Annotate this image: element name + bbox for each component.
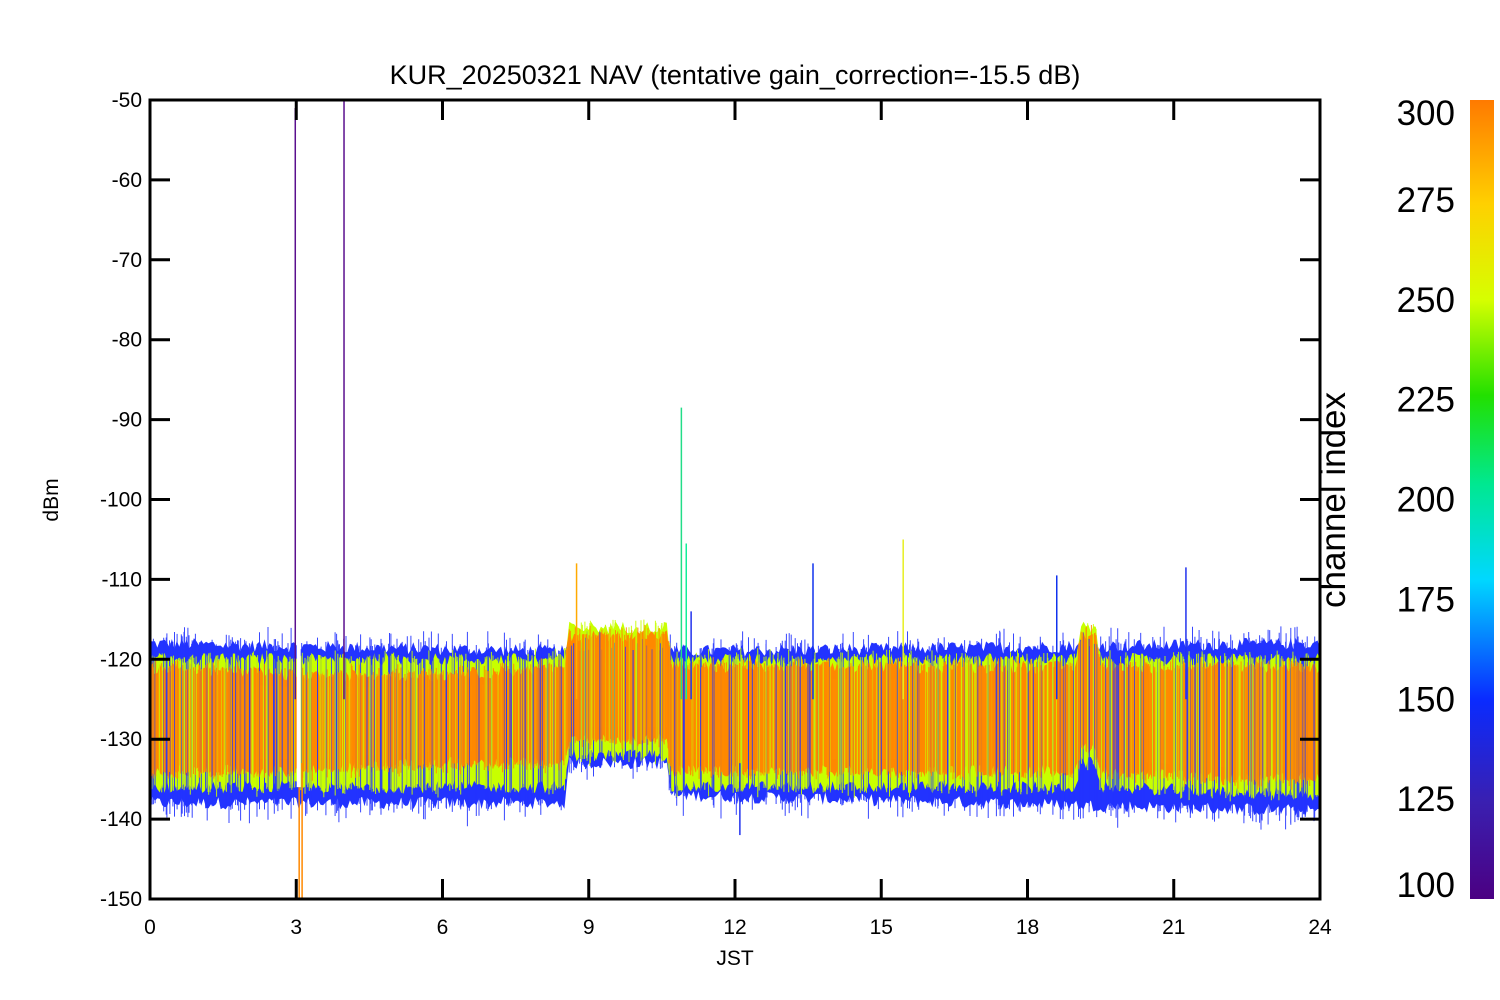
x-tick-label-18: 18 xyxy=(1016,916,1039,939)
x-tick-label-21: 21 xyxy=(1162,916,1185,939)
colorbar-tick-100: 100 xyxy=(1397,866,1455,905)
colorbar-tick-150: 150 xyxy=(1397,680,1455,719)
y-tick-label--100: -100 xyxy=(100,489,142,512)
colorbar-tick-175: 175 xyxy=(1397,580,1455,619)
colorbar-tick-225: 225 xyxy=(1397,381,1455,420)
colorbar-label: channel index xyxy=(1314,392,1353,608)
x-axis: 0 3 6 9 12 15 18 21 24 xyxy=(144,100,1332,939)
noise-traces xyxy=(149,619,1320,830)
x-tick-label-6: 6 xyxy=(437,916,449,939)
colorbar-tick-200: 200 xyxy=(1397,481,1455,520)
x-tick-label-9: 9 xyxy=(583,916,595,939)
colorbar: 300 275 250 225 200 175 150 125 100 channel inde… xyxy=(1314,94,1494,905)
x-tick-label-12: 12 xyxy=(723,916,746,939)
y-tick-label--110: -110 xyxy=(102,568,142,591)
y-tick-label--80: -80 xyxy=(112,329,142,352)
y-tick-label--130: -130 xyxy=(100,728,142,751)
colorbar-tick-125: 125 xyxy=(1397,780,1455,819)
y-axis: -50 -60 -70 -80 -90 -100 -110 -120 -130 -140 -150 xyxy=(100,89,1320,911)
colorbar-tick-250: 250 xyxy=(1397,281,1455,320)
colorbar-tick-275: 275 xyxy=(1397,181,1455,220)
plot-area xyxy=(149,100,1321,899)
x-tick-label-24: 24 xyxy=(1308,916,1332,939)
data-gap xyxy=(296,627,301,788)
x-tick-label-3: 3 xyxy=(290,916,302,939)
y-tick-label--150: -150 xyxy=(100,888,142,911)
y-axis-label: dBm xyxy=(40,478,63,521)
x-tick-label-0: 0 xyxy=(144,916,156,939)
y-tick-label--120: -120 xyxy=(100,648,142,671)
colorbar-tick-300: 300 xyxy=(1397,94,1455,133)
noise-0 xyxy=(151,624,1320,790)
y-tick-label--60: -60 xyxy=(112,169,142,192)
chart-title: KUR_20250321 NAV (tentative gain_correct… xyxy=(390,60,1081,90)
y-tick-label--50: -50 xyxy=(112,89,142,112)
x-tick-label-15: 15 xyxy=(870,916,893,939)
colorbar-gradient xyxy=(1470,100,1494,899)
y-tick-label--90: -90 xyxy=(112,409,142,432)
colorbar-ticks: 300 275 250 225 200 175 150 125 100 xyxy=(1397,94,1455,905)
x-axis-label: JST xyxy=(716,947,754,970)
y-tick-label--70: -70 xyxy=(112,249,142,272)
y-tick-label--140: -140 xyxy=(100,808,142,831)
